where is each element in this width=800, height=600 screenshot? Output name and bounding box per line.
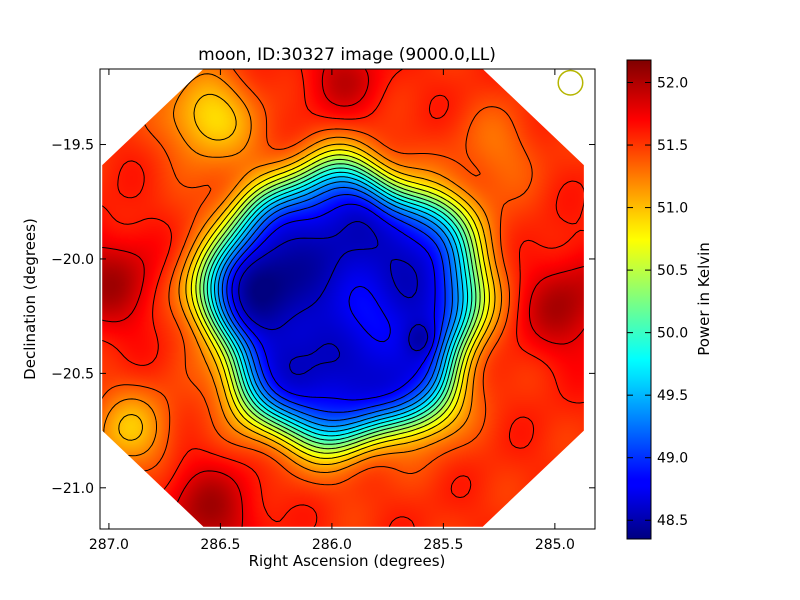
- x-axis-label: Right Ascension (degrees): [249, 552, 446, 570]
- x-axis: 287.0 286.5 286.0 285.5 285.0: [89, 69, 575, 553]
- y-tick-label: −20.5: [51, 366, 94, 382]
- contour-line: [102, 69, 584, 527]
- contour-line: [210, 171, 469, 437]
- contour-lines: [102, 69, 584, 527]
- colorbar-tick-label: 51.5: [657, 138, 688, 154]
- colorbar-ticks: 48.5 49.0 49.5 50.0 50.5 51.0 51.5 52.0: [627, 76, 688, 529]
- contour-line: [103, 73, 503, 473]
- contour-line: [238, 221, 429, 375]
- beam-marker: [557, 69, 584, 96]
- plot-area: [102, 69, 584, 527]
- colorbar-tick-label: 50.5: [657, 263, 688, 279]
- contour-line: [221, 186, 453, 421]
- colorbar-label: Power in Kelvin: [695, 242, 713, 356]
- x-tick-label: 286.5: [200, 537, 240, 553]
- colorbar-tick-label: 50.0: [657, 326, 688, 342]
- y-axis-label: Declination (degrees): [21, 218, 39, 380]
- colorbar-tick-label: 49.0: [657, 451, 688, 467]
- y-tick-label: −20.0: [51, 252, 94, 268]
- colorbar-tick-label: 49.5: [657, 388, 688, 404]
- contour-line: [190, 149, 490, 459]
- contour-line: [199, 158, 481, 450]
- contour-line: [214, 176, 464, 432]
- x-tick-label: 285.5: [423, 537, 463, 553]
- y-axis: −19.5 −20.0 −20.5 −21.0: [51, 138, 595, 497]
- y-tick-label: −19.5: [51, 138, 94, 154]
- y-tick-label: −21.0: [51, 481, 94, 497]
- x-tick-label: 287.0: [89, 537, 129, 553]
- chart-title: moon, ID:30327 image (9000.0,LL): [198, 45, 496, 65]
- contour-line: [195, 154, 486, 454]
- colorbar-gradient: [627, 60, 651, 539]
- contour-line: [231, 203, 436, 401]
- colorbar-frame: [626, 59, 652, 540]
- colorbar-tick-label: 48.5: [657, 513, 688, 529]
- x-tick-label: 285.0: [535, 537, 575, 553]
- plot-frame: [99, 68, 596, 530]
- contour-line: [203, 163, 477, 445]
- colorbar-tick-label: 52.0: [657, 76, 688, 92]
- colorbar-tick-label: 51.0: [657, 201, 688, 217]
- colorbar: 48.5 49.0 49.5 50.0 50.5 51.0 51.5 52.0 Power i…: [626, 59, 713, 540]
- contour-line: [118, 93, 496, 465]
- contour-line: [217, 181, 459, 427]
- x-tick-label: 286.0: [312, 537, 352, 553]
- contour-line: [226, 194, 446, 413]
- contour-line: [206, 167, 473, 441]
